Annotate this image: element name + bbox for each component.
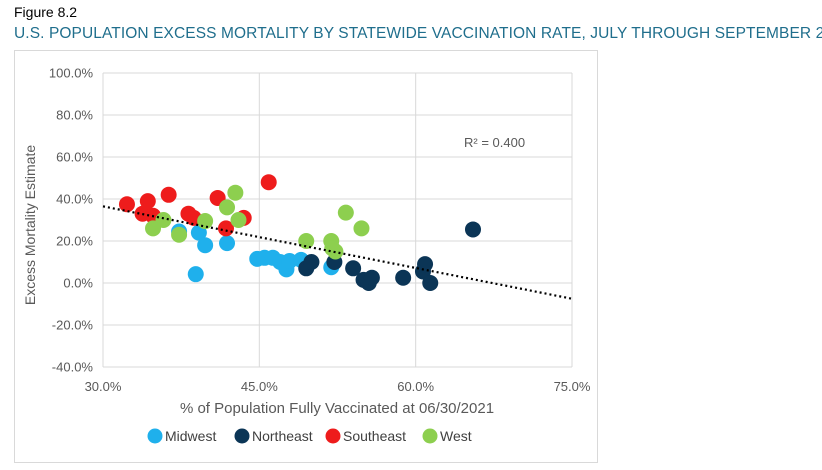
point-northeast xyxy=(395,269,412,286)
point-northeast xyxy=(417,256,434,273)
x-tick-label: 75.0% xyxy=(554,379,591,394)
point-west xyxy=(298,233,315,249)
y-tick-label: 20.0% xyxy=(56,234,93,249)
y-tick-label: 100.0% xyxy=(49,66,94,81)
x-tick-label: 45.0% xyxy=(241,379,278,394)
point-southeast xyxy=(118,196,135,213)
legend-label: West xyxy=(440,428,472,444)
point-southeast xyxy=(160,186,177,203)
point-midwest xyxy=(219,235,236,252)
y-tick-label: -20.0% xyxy=(52,318,94,333)
legend-item-northeast: Northeast xyxy=(234,428,313,444)
y-axis-label: Excess Mortality Estimate xyxy=(22,145,38,305)
gridlines xyxy=(102,72,573,368)
point-west xyxy=(171,226,188,243)
point-midwest xyxy=(281,252,298,269)
legend-item-midwest: Midwest xyxy=(147,428,216,444)
point-west xyxy=(227,184,244,201)
legend: Midwest Northeast Southeast West xyxy=(147,428,472,444)
figure-title: U.S. POPULATION EXCESS MORTALITY BY STAT… xyxy=(14,25,822,42)
y-tick-label: 40.0% xyxy=(56,192,93,207)
point-west xyxy=(219,199,236,216)
y-tick-label: 60.0% xyxy=(56,150,93,165)
point-northeast xyxy=(345,260,362,277)
y-tick-labels: 100.0% 80.0% 60.0% 40.0% 20.0% 0.0% -20.0% -40.… xyxy=(49,66,94,375)
legend-label: Midwest xyxy=(165,428,216,444)
legend-label: Northeast xyxy=(252,428,313,444)
point-southeast xyxy=(217,220,234,237)
point-west xyxy=(197,213,214,230)
legend-marker xyxy=(422,428,438,444)
point-northeast xyxy=(422,275,439,291)
y-tick-label: -40.0% xyxy=(52,360,94,375)
legend-marker xyxy=(325,428,341,444)
legend-item-southeast: Southeast xyxy=(325,428,406,444)
y-tick-label: 80.0% xyxy=(56,108,93,123)
point-midwest xyxy=(187,266,204,283)
x-tick-label: 30.0% xyxy=(85,379,122,394)
point-southeast xyxy=(260,174,277,191)
point-northeast xyxy=(303,254,320,270)
r-squared-annotation: R² = 0.400 xyxy=(464,135,525,150)
legend-marker xyxy=(234,428,250,444)
point-northeast xyxy=(464,221,481,238)
point-northeast xyxy=(363,269,380,286)
legend-label: Southeast xyxy=(343,428,406,444)
point-west xyxy=(230,212,247,228)
x-axis-label: % of Population Fully Vaccinated at 06/3… xyxy=(180,400,494,417)
point-southeast xyxy=(139,193,156,210)
legend-marker xyxy=(147,428,163,444)
point-west xyxy=(353,220,370,237)
figure-label: Figure 8.2 xyxy=(14,4,78,20)
point-midwest xyxy=(197,237,214,254)
x-tick-label: 60.0% xyxy=(397,379,434,394)
point-west xyxy=(155,212,172,228)
data-points xyxy=(118,174,481,291)
point-west xyxy=(337,204,354,221)
y-tick-label: 0.0% xyxy=(63,276,93,291)
legend-item-west: West xyxy=(422,428,472,444)
x-tick-labels: 30.0% 45.0% 60.0% 75.0% xyxy=(85,379,591,394)
